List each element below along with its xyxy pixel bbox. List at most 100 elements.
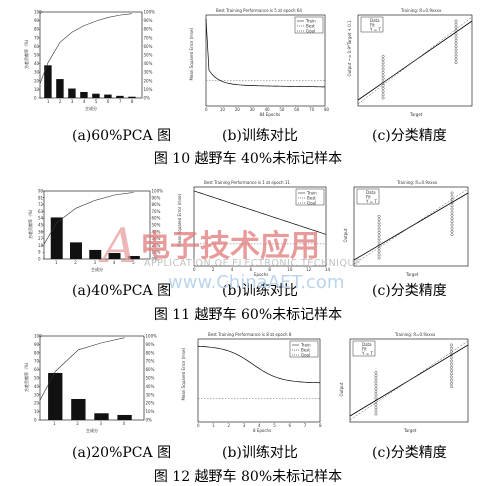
y-tick-label: 63 [38, 209, 44, 214]
y-tick-label: 40 [34, 384, 40, 389]
x-axis-label: 8 Epochs [253, 428, 271, 433]
x-tick-label: 5 [273, 423, 276, 428]
data-point [450, 201, 454, 204]
y-tick-label: 80 [34, 27, 40, 32]
data-point [377, 231, 381, 234]
y-axis-label: 方差贡献率（%） [23, 37, 29, 69]
x-tick-label: 3 [71, 99, 74, 104]
legend-label: Y = T [365, 199, 377, 204]
x-axis-label: 主成分 [86, 427, 98, 433]
x-axis-label: Target [405, 272, 419, 277]
x-tick-label: 80 [324, 107, 329, 112]
legend-box [360, 16, 384, 33]
y-axis-label: Mean Squared Error (mse) [189, 27, 194, 80]
chart-title: Best Training Performance is 8 at epoch … [208, 332, 292, 337]
y-tick-label: 72 [38, 202, 44, 207]
data-point [450, 197, 454, 201]
data-point [374, 383, 378, 387]
data-point [377, 237, 381, 241]
x-axis-label: 主成分 [91, 266, 103, 272]
y-tick-label: 30 [34, 70, 40, 75]
data-point [450, 233, 454, 236]
x-tick-label: 7 [119, 99, 122, 104]
x-tick-label: 1 [212, 423, 215, 428]
data-point [454, 25, 458, 29]
chart-title: Best Training Performance is 1 at epoch … [204, 180, 290, 185]
x-tick-label: 70 [309, 107, 315, 112]
data-point [381, 74, 385, 78]
plot-frame [39, 11, 143, 99]
caption-c-1: (c)分类精度 [372, 128, 447, 144]
legend-label: Best [307, 196, 316, 201]
x-tick-label: 2 [228, 423, 231, 428]
data-point [450, 220, 454, 224]
pca-bar [108, 252, 121, 259]
legend-label: Train [306, 191, 317, 196]
pca-bar [128, 96, 136, 98]
x-tick-label: 60 [294, 107, 300, 112]
data-point [450, 366, 453, 369]
y2-tick-label: 0% [152, 257, 159, 262]
y-tick-label: 18 [38, 243, 44, 248]
data-point [377, 243, 381, 247]
data-point [374, 390, 378, 393]
data-point [374, 380, 378, 384]
data-point [377, 234, 381, 237]
legend-label: Y = T [361, 351, 373, 356]
y2-tick-label: 80% [146, 350, 155, 355]
data-point [374, 406, 378, 410]
data-point [374, 403, 378, 406]
y-tick-label: 36 [38, 229, 44, 234]
training-chart-3: Best Training Performance is 8 at epoch … [178, 330, 324, 434]
data-point [377, 256, 381, 260]
chart-title: Training: R=0.9xxxx [394, 332, 436, 337]
y2-tick-label: 60% [146, 367, 155, 372]
x-tick-label: 3 [99, 421, 102, 426]
training-chart-2: Best Training Performance is 1 at epoch … [174, 178, 330, 278]
y2-tick-label: 30% [152, 236, 161, 241]
y-tick-label: 70 [34, 359, 40, 364]
y2-tick-label: 0% [144, 96, 151, 101]
y2-tick-label: 60% [144, 44, 153, 49]
data-point [450, 207, 454, 211]
y2-tick-label: 50% [146, 376, 155, 381]
x-tick-label: 5 [95, 99, 98, 104]
data-point [454, 19, 458, 23]
x-tick-label: 12 [306, 267, 312, 272]
data-point [381, 87, 385, 90]
pca-chart-3: 1 2 3 4 0 0% 10 10% 20 20% 30 30% 40 40% 50 50% 60 60% 70 7… [22, 330, 158, 434]
x-tick-label: 3 [243, 423, 246, 428]
x-tick-label: 0 [197, 423, 200, 428]
x-tick-label: 2 [74, 260, 77, 265]
pca-bar [48, 372, 63, 420]
cumulative-line [43, 192, 134, 245]
y-axis-label: Mean Squared Error (mse) [177, 193, 182, 246]
data-point [450, 385, 453, 388]
data-point [374, 396, 378, 400]
data-point [454, 58, 458, 61]
y-tick-label: 27 [38, 236, 44, 241]
cumulative-line [39, 337, 125, 401]
data-point [450, 194, 454, 198]
x-axis-label: Epochs [254, 272, 268, 277]
legend-label: Best [301, 348, 310, 353]
legend-label: Fit [370, 23, 375, 28]
legend-label: Fit [366, 195, 371, 200]
x-tick-label: 30 [250, 107, 256, 112]
plot-frame [349, 338, 469, 423]
data-point [450, 382, 453, 385]
y2-tick-label: 80% [144, 27, 153, 32]
legend-label: Best [306, 24, 315, 29]
y2-tick-label: 10% [152, 250, 161, 255]
pca-bar [127, 255, 140, 259]
data-point [454, 61, 458, 64]
data-point [454, 51, 458, 55]
classification-chart-2: Training: R=0.9xxxx Output Target Data Fit Y … [342, 178, 472, 278]
training-chart-1: Best Training Performance is 5 at epoch … [186, 6, 329, 118]
y-axis-label: 方差贡献率（%） [27, 207, 33, 239]
pca-bar [44, 65, 52, 98]
y2-tick-label: 10% [146, 409, 155, 414]
x-tick-label: 4 [83, 99, 86, 104]
caption-a-3: (a)20%PCA 图 [72, 445, 172, 461]
data-point [450, 191, 454, 195]
